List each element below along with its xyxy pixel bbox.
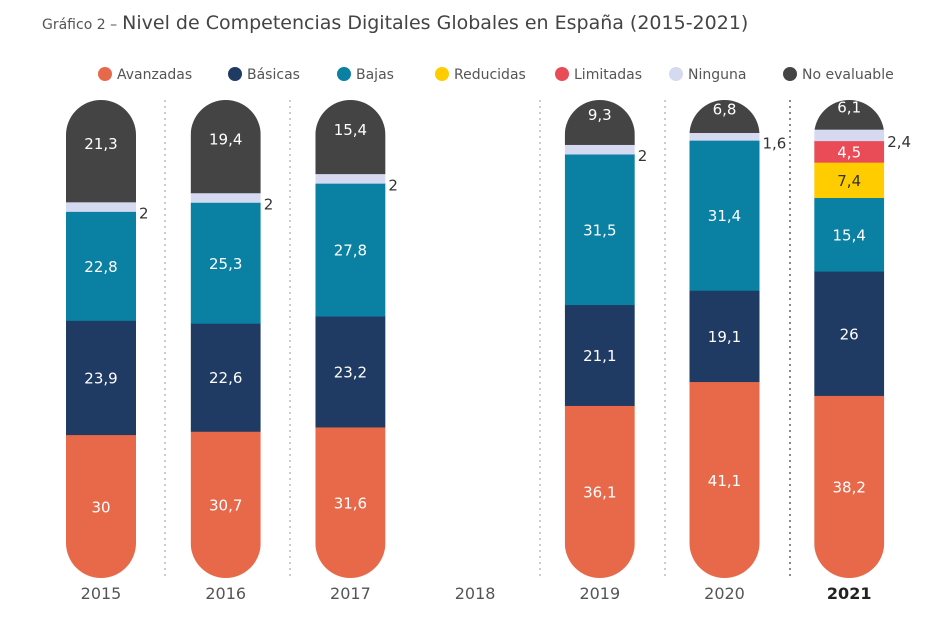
bar-segment bbox=[564, 154, 635, 306]
data-label: 6,8 bbox=[713, 100, 737, 118]
bar-segment bbox=[814, 129, 885, 142]
data-label: 7,4 bbox=[837, 172, 861, 190]
data-label: 22,8 bbox=[84, 258, 117, 276]
data-label: 31,6 bbox=[334, 494, 367, 512]
data-label: 31,4 bbox=[708, 207, 741, 225]
data-label: 15,4 bbox=[334, 121, 367, 139]
data-label: 22,6 bbox=[209, 369, 242, 387]
legend-marker bbox=[555, 67, 569, 81]
bar-segment bbox=[190, 431, 261, 578]
bar-segment bbox=[814, 271, 885, 396]
data-label: 6,1 bbox=[837, 99, 861, 117]
year-label: 2016 bbox=[205, 584, 246, 603]
data-label: 25,3 bbox=[209, 255, 242, 273]
bar-segment bbox=[814, 197, 885, 272]
legend-label: Reducidas bbox=[454, 67, 526, 83]
legend-label: No evaluable bbox=[802, 67, 894, 83]
year-label: 2017 bbox=[330, 584, 371, 603]
data-label: 4,5 bbox=[837, 143, 861, 161]
year-label: 2019 bbox=[579, 584, 620, 603]
bar-segment bbox=[814, 162, 885, 199]
legend-label: Básicas bbox=[247, 67, 300, 83]
bar-segment bbox=[66, 434, 136, 578]
legend-label: Bajas bbox=[356, 67, 394, 83]
bar-segment bbox=[689, 140, 760, 291]
bar-segment bbox=[190, 323, 261, 432]
legend-label: Avanzadas bbox=[117, 67, 192, 83]
data-label: 30 bbox=[91, 498, 110, 516]
bar-segment bbox=[66, 320, 136, 436]
data-label: 2,4 bbox=[887, 133, 911, 151]
data-label: 15,4 bbox=[832, 226, 865, 244]
data-label: 2 bbox=[139, 205, 149, 223]
data-label: 31,5 bbox=[583, 221, 616, 239]
legend-marker bbox=[669, 67, 683, 81]
bar-segment bbox=[689, 290, 760, 383]
bar-segment bbox=[564, 405, 635, 578]
title-text: Nivel de Competencias Digitales Globales… bbox=[122, 12, 749, 34]
bar-segment bbox=[66, 100, 136, 203]
bar-segment bbox=[814, 140, 885, 163]
data-label: 2 bbox=[264, 196, 274, 214]
data-label: 23,2 bbox=[334, 364, 367, 382]
data-label: 19,4 bbox=[209, 130, 242, 148]
data-label: 9,3 bbox=[588, 106, 612, 124]
year-label: 2015 bbox=[81, 584, 122, 603]
data-label: 21,3 bbox=[84, 135, 117, 153]
legend-marker bbox=[228, 67, 242, 81]
bar-segment bbox=[814, 395, 885, 578]
year-label: 2018 bbox=[455, 584, 496, 603]
bar-segment bbox=[66, 201, 136, 212]
data-label: 1,6 bbox=[763, 134, 787, 152]
legend-marker bbox=[337, 67, 351, 81]
year-label: 2021 bbox=[827, 584, 872, 603]
data-label: 36,1 bbox=[583, 484, 616, 502]
year-label: 2020 bbox=[704, 584, 745, 603]
bar-segment bbox=[689, 381, 760, 578]
bar-segment bbox=[564, 304, 635, 406]
bar-segment bbox=[315, 173, 386, 184]
title-prefix: Gráfico 2 – bbox=[42, 17, 118, 33]
data-label: 23,9 bbox=[84, 369, 117, 387]
legend-marker bbox=[98, 67, 112, 81]
bar-segment bbox=[689, 132, 760, 141]
data-label: 38,2 bbox=[832, 479, 865, 497]
bar-segment bbox=[315, 183, 386, 317]
bar-segment bbox=[190, 100, 261, 194]
data-label: 30,7 bbox=[209, 497, 242, 515]
bar-segment bbox=[564, 144, 635, 155]
legend-label: Limitadas bbox=[574, 67, 642, 83]
data-label: 21,1 bbox=[583, 347, 616, 365]
bar-segment bbox=[315, 426, 386, 578]
bar-segment bbox=[66, 211, 136, 321]
data-label: 19,1 bbox=[708, 328, 741, 346]
bar-segment bbox=[315, 316, 386, 428]
data-label: 2 bbox=[638, 147, 648, 165]
legend-marker bbox=[783, 67, 797, 81]
data-label: 41,1 bbox=[708, 472, 741, 490]
data-label: 27,8 bbox=[334, 242, 367, 260]
legend-marker bbox=[435, 67, 449, 81]
bar-segment bbox=[315, 100, 386, 175]
bar-segment bbox=[190, 202, 261, 324]
data-label: 26 bbox=[840, 325, 859, 343]
legend-label: Ninguna bbox=[688, 67, 746, 83]
bar-segment bbox=[190, 192, 261, 203]
data-label: 2 bbox=[388, 176, 398, 194]
chart-title: Gráfico 2 – Nivel de Competencias Digita… bbox=[42, 12, 748, 34]
